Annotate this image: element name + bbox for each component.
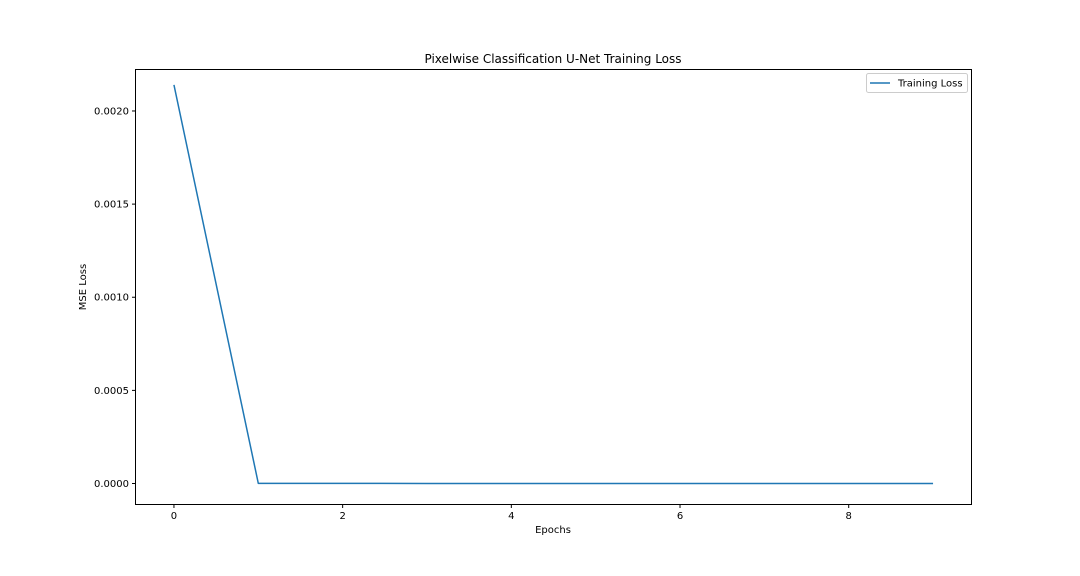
y-tick-label: 0.0000 [94,479,129,490]
legend: Training Loss [866,73,968,93]
plot-area-frame [135,69,972,505]
x-tick-label: 8 [846,511,852,522]
x-tick-label: 2 [339,511,345,522]
x-tick-label: 4 [508,511,514,522]
y-axis-label: MSE Loss [78,264,89,310]
legend-label: Training Loss [897,79,963,90]
x-tick-label: 6 [677,511,683,522]
x-tick-label: 0 [171,511,177,522]
series-line-training-loss [173,84,934,485]
chart-title: Pixelwise Classification U-Net Training … [424,52,681,66]
y-tick-label: 0.0010 [94,293,129,304]
y-tick-label: 0.0015 [94,200,129,211]
y-axis-ticks: 0.0000 0.0005 0.0010 0.0015 0.0020 [94,106,136,490]
legend-frame [866,73,968,93]
series-layer [173,84,934,485]
y-tick-label: 0.0005 [94,386,129,397]
x-axis-label: Epochs [535,525,571,536]
y-tick-label: 0.0020 [94,106,129,117]
